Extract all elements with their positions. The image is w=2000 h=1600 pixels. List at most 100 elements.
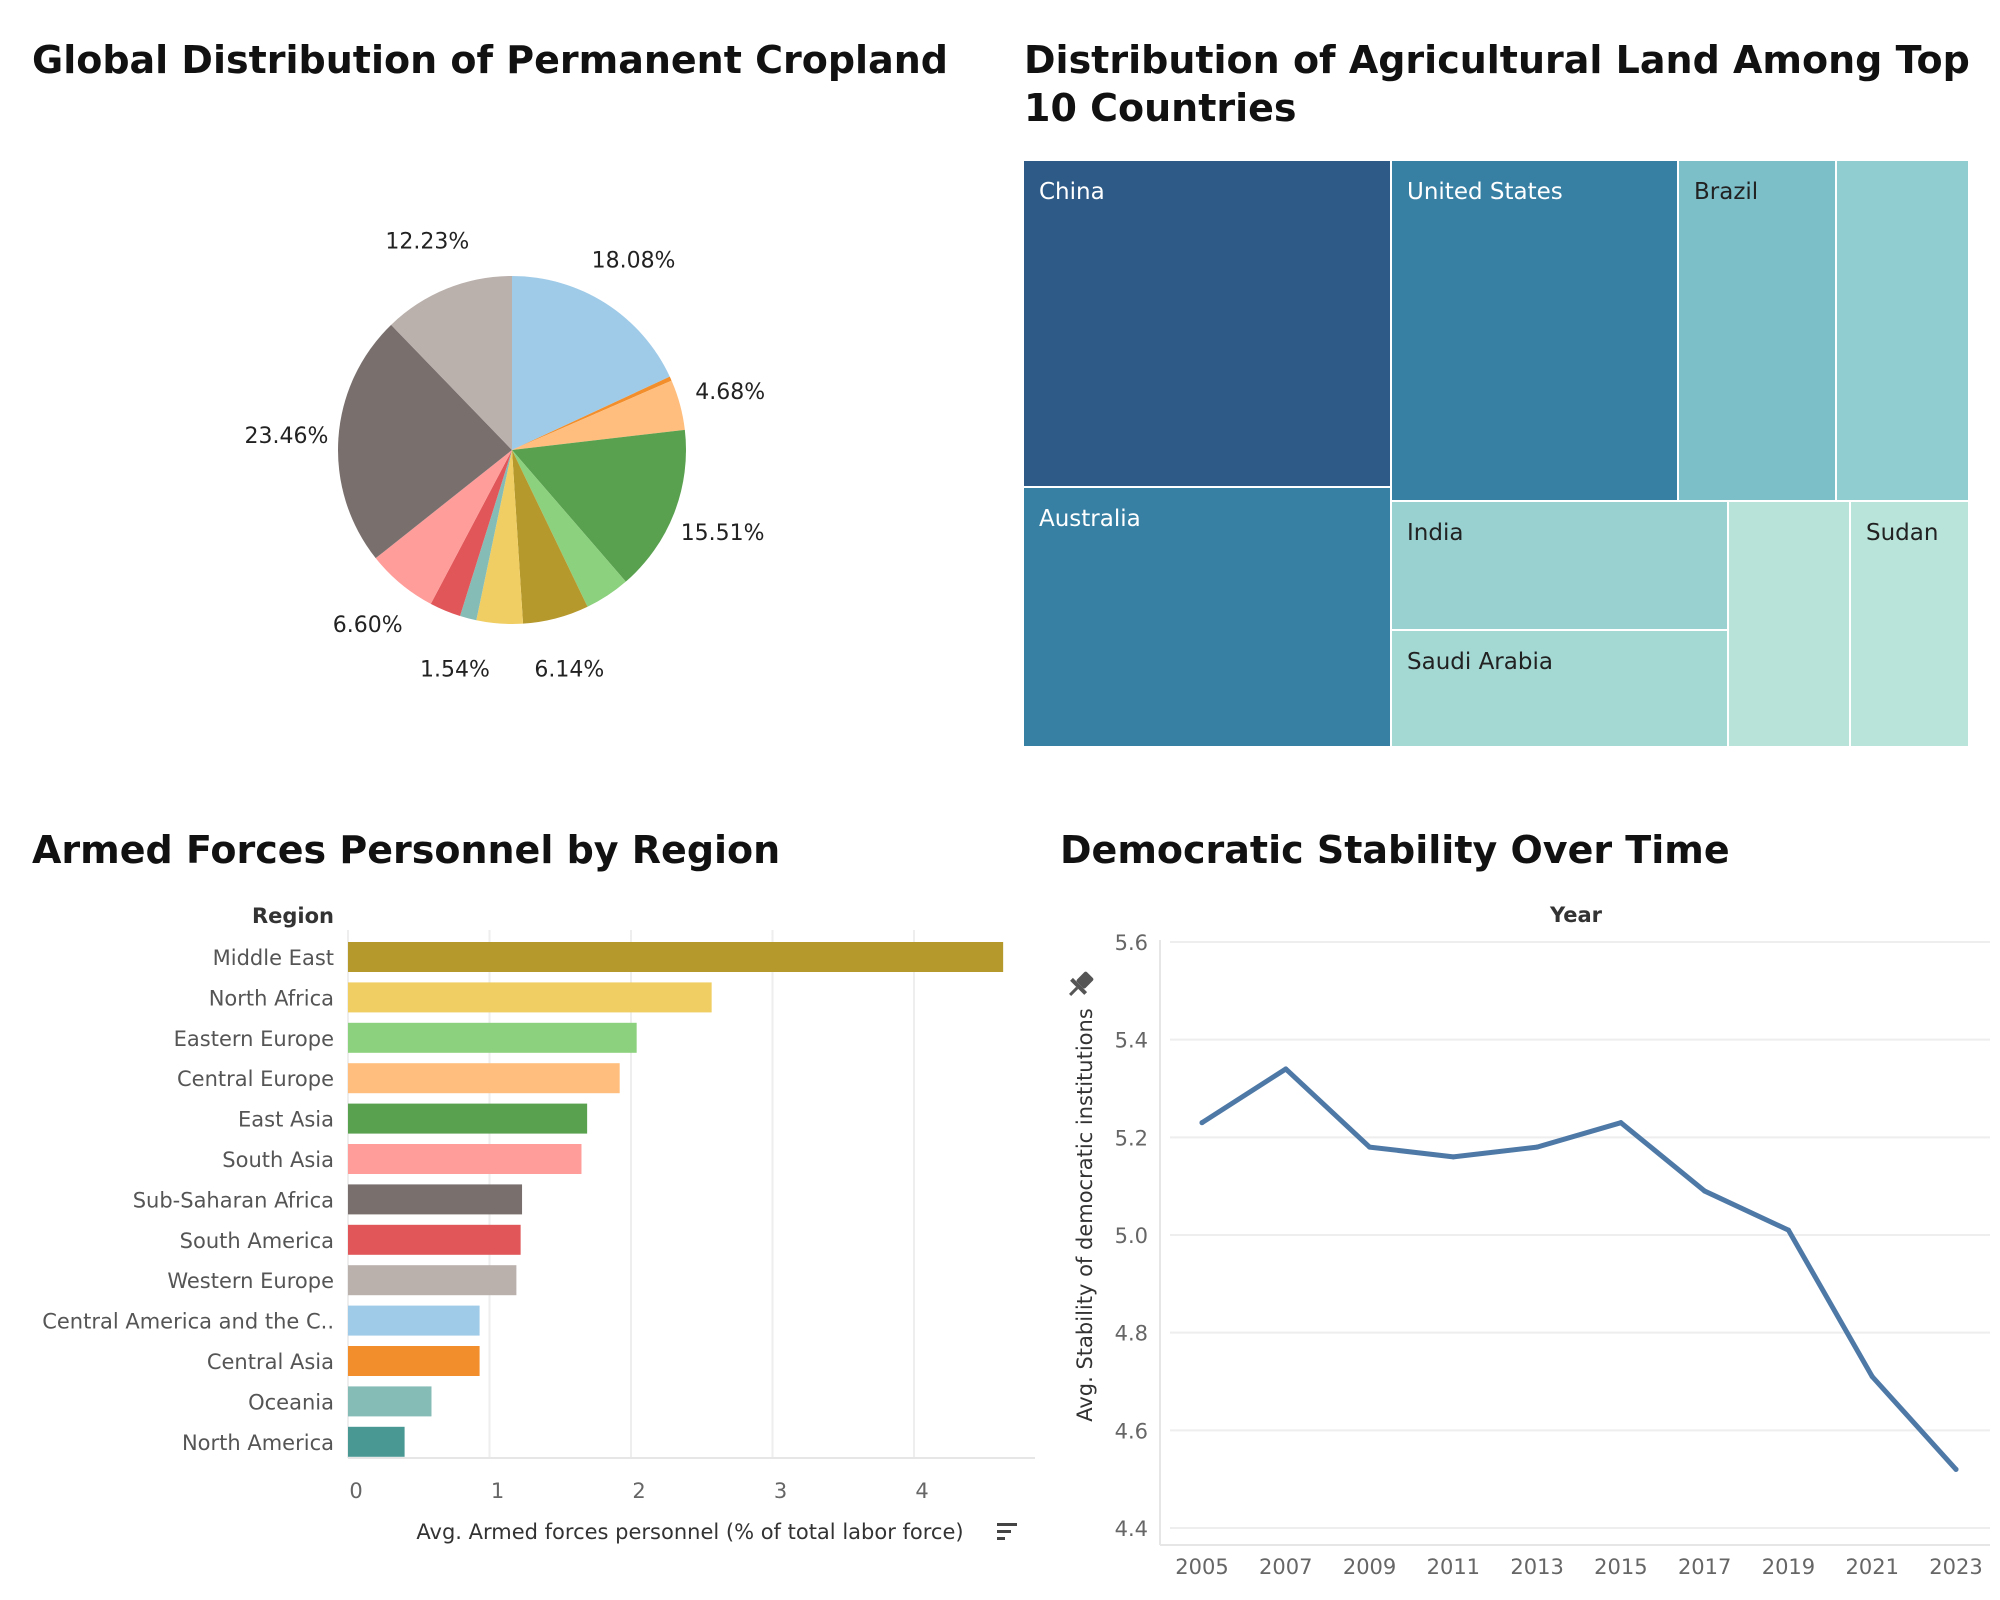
treemap-tile	[1835, 159, 1970, 502]
sort-icon-bar	[997, 1537, 1005, 1540]
bar	[348, 982, 712, 1013]
pie-slice-label: 23.46%	[245, 424, 329, 449]
category-label: North America	[182, 1431, 334, 1455]
pie-slice-label: 18.08%	[592, 248, 676, 273]
x-tick-label: 2007	[1259, 1555, 1312, 1579]
treemap-tile	[1849, 500, 1970, 748]
x-axis-title: Year	[1549, 903, 1603, 927]
treemap-tile	[1390, 629, 1729, 748]
treemap-tile-label: United States	[1407, 179, 1563, 205]
y-tick-label: 4.6	[1115, 1419, 1148, 1443]
pie-slice-label: 4.68%	[695, 380, 765, 405]
pie-slice	[460, 450, 512, 621]
treemap-tile-label: China	[1039, 179, 1105, 205]
series-line	[1199, 1066, 1959, 1472]
pin-icon-base	[1070, 977, 1088, 995]
treemap-tile	[1390, 159, 1679, 502]
category-label: South America	[180, 1229, 334, 1253]
bar	[348, 1184, 523, 1215]
line-panel: Democratic Stability Over Time Year 4.4 4.…	[1040, 800, 2000, 1600]
pie-slice	[512, 429, 687, 582]
treemap-chart-title: Distribution of Agricultural Land Among …	[1024, 38, 1970, 130]
bar	[348, 1386, 432, 1417]
category-label: North Africa	[209, 986, 334, 1010]
bar	[348, 1265, 517, 1296]
line-point	[1869, 1374, 1875, 1380]
pie-slice	[430, 450, 512, 617]
bar	[348, 1144, 582, 1174]
treemap-panel: Distribution of Agricultural Land Among …	[1000, 0, 2000, 780]
bar	[348, 1103, 588, 1134]
y-tick-label: 4.8	[1115, 1322, 1148, 1346]
category-label: East Asia	[238, 1108, 334, 1132]
treemap-tile-label: Australia	[1039, 506, 1141, 532]
x-axis-title: Avg. Armed forces personnel (% of total …	[416, 1520, 963, 1544]
x-tick-label: 2019	[1762, 1555, 1815, 1579]
line-chart: Year 4.4 4.6 4.8 5.0 5.2 5.4 5.6 2005 2007 2009 201…	[1063, 903, 1990, 1579]
x-tick-label: 2021	[1845, 1555, 1898, 1579]
x-tick-label: 2005	[1175, 1555, 1228, 1579]
category-label: Central America and the C..	[42, 1310, 334, 1334]
pie-panel: Global Distribution of Permanent Croplan…	[0, 0, 1000, 780]
line-point	[1450, 1154, 1456, 1160]
bar-panel: Armed Forces Personnel by Region 0 1 2 3 4 Re…	[0, 800, 1040, 1600]
bar	[348, 1426, 405, 1457]
x-tick-label: 2009	[1343, 1555, 1396, 1579]
y-tick-label: 4.4	[1115, 1517, 1148, 1541]
category-label: Middle East	[213, 946, 334, 970]
category-label: Sub-Saharan Africa	[133, 1188, 334, 1212]
treemap-tile	[1677, 159, 1837, 502]
treemap-tile	[1022, 159, 1392, 488]
x-tick-label: 2013	[1510, 1555, 1563, 1579]
bar	[348, 1346, 480, 1376]
bar-chart-title: Armed Forces Personnel by Region	[32, 828, 781, 872]
pin-icon[interactable]	[1063, 968, 1097, 1002]
treemap-tile-label: India	[1407, 520, 1463, 546]
pie-slice	[391, 276, 512, 450]
x-tick-label: 0	[349, 1479, 362, 1503]
pie-slice-label: 15.51%	[681, 521, 765, 546]
treemap-chart: China Australia United States Brazil India Sa…	[1022, 159, 1970, 748]
sort-icon-bar	[997, 1523, 1017, 1526]
pie-slice	[512, 450, 588, 624]
bar	[348, 1022, 637, 1053]
pie-slice	[512, 380, 685, 450]
line-point	[1367, 1144, 1373, 1150]
pie-slice	[512, 376, 672, 450]
pie-slice	[512, 450, 626, 607]
category-label: Eastern Europe	[174, 1027, 334, 1051]
bar	[348, 1224, 521, 1255]
y-tick-label: 5.6	[1115, 931, 1148, 955]
x-tick-label: 1	[491, 1479, 504, 1503]
x-tick-label: 4	[915, 1479, 928, 1503]
line-point	[1785, 1227, 1791, 1233]
pie-slice-label: 12.23%	[385, 229, 469, 254]
line-point	[1199, 1120, 1205, 1126]
bar-chart: 0 1 2 3 4 Region Middle East North Africa Easter…	[42, 904, 1035, 1544]
category-label: South Asia	[222, 1148, 334, 1172]
pie-slice-label: 6.14%	[534, 658, 604, 683]
pie-chart-title: Global Distribution of Permanent Croplan…	[32, 38, 948, 82]
line-point	[1283, 1066, 1289, 1072]
sort-icon[interactable]	[997, 1523, 1017, 1540]
x-tick-label: 3	[774, 1479, 787, 1503]
pie-slice	[375, 450, 512, 604]
category-label: Oceania	[248, 1390, 334, 1414]
pin-icon-needle	[1069, 986, 1079, 996]
treemap-tile	[1022, 486, 1392, 748]
x-tick-label: 2015	[1594, 1555, 1647, 1579]
y-tick-label: 5.2	[1115, 1126, 1148, 1150]
category-label: Central Europe	[177, 1067, 334, 1091]
x-tick-label: 2	[632, 1479, 645, 1503]
treemap-tile	[1727, 500, 1851, 748]
pie-slice	[338, 324, 512, 559]
x-tick-label: 2017	[1678, 1555, 1731, 1579]
category-header: Region	[252, 904, 334, 928]
y-axis-title: Avg. Stability of democratic institution…	[1073, 1008, 1097, 1422]
treemap-tile-label: Sudan	[1866, 520, 1938, 546]
treemap-tile-label: Saudi Arabia	[1407, 649, 1553, 675]
x-tick-label: 2023	[1929, 1555, 1982, 1579]
line-chart-title: Democratic Stability Over Time	[1060, 828, 1730, 872]
category-label: Central Asia	[207, 1350, 334, 1374]
y-tick-label: 5.4	[1115, 1029, 1148, 1053]
